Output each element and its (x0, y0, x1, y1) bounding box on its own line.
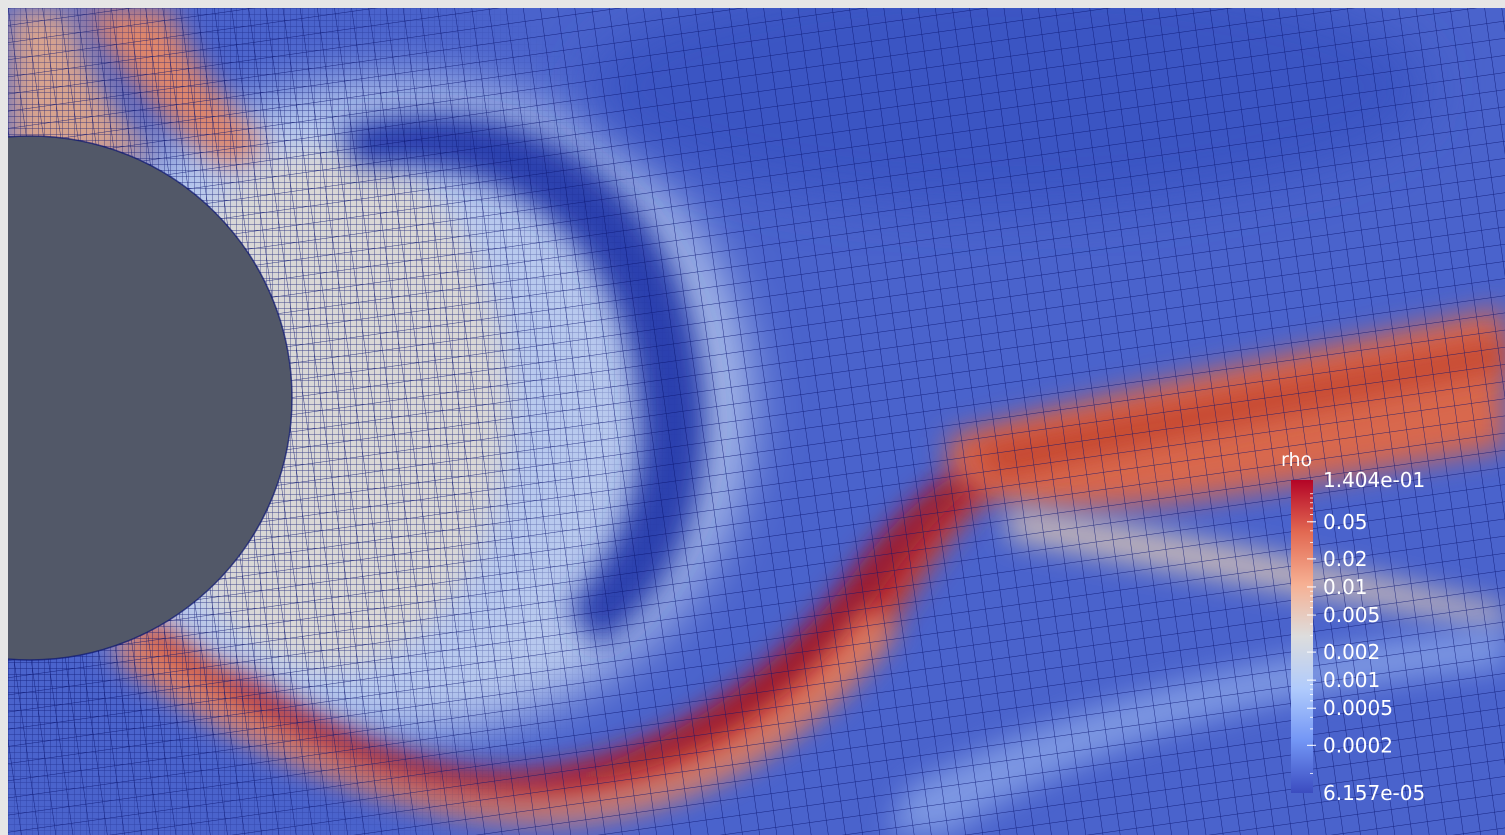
color-legend-tick-label: 0.05 (1323, 510, 1368, 534)
color-legend-min-label: 6.157e-05 (1323, 781, 1425, 805)
color-legend-bar (1291, 480, 1313, 793)
color-legend-tick-label: 0.0005 (1323, 696, 1393, 720)
color-legend-tick-label: 0.0002 (1323, 733, 1393, 757)
render-view[interactable]: rho 0.05 0.02 0.01 0.005 0.002 0.001 0.0005 0.0… (8, 8, 1505, 835)
color-legend-max-label: 1.404e-01 (1323, 468, 1425, 492)
color-legend-tick-label: 0.001 (1323, 668, 1380, 692)
color-legend-tick-label: 0.01 (1323, 575, 1368, 599)
color-legend-title: rho (1281, 449, 1312, 471)
color-legend-tick-label: 0.005 (1323, 603, 1380, 627)
color-legend-ticks: 0.05 0.02 0.01 0.005 0.002 0.001 0.0005 0.0002 (1307, 493, 1393, 774)
cylinder-body (8, 135, 293, 661)
color-legend[interactable]: rho 0.050.020.010.0050.0020.0010.00050.0… (1281, 449, 1425, 805)
color-legend-tick-label: 0.002 (1323, 640, 1380, 664)
color-legend-tick-label: 0.02 (1323, 547, 1368, 571)
